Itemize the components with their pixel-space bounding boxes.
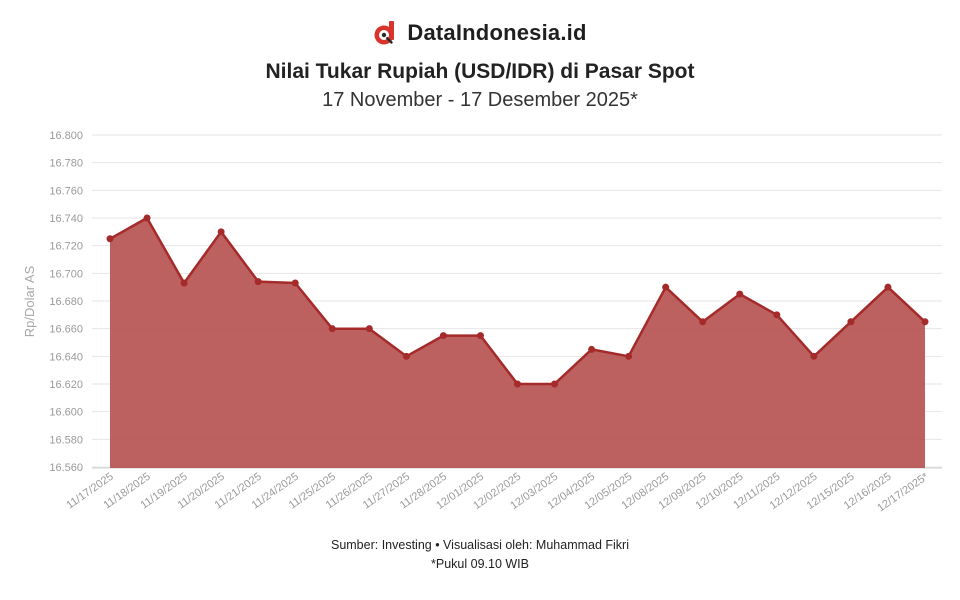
data-point [365,325,373,333]
data-point [921,318,929,326]
y-tick-label: 16.620 [49,379,83,391]
data-point [106,235,114,243]
y-tick-label: 16.720 [49,241,83,253]
data-point [810,352,818,360]
data-point [662,283,670,291]
data-point [884,283,892,291]
data-point [514,380,521,388]
y-tick-label: 16.580 [49,434,83,446]
x-axis-ticks: 11/17/202511/18/202511/19/202511/20/2025… [64,470,931,514]
brand-header: DataIndonesia.id [0,20,960,46]
footer-source: Sumber: Investing • Visualisasi oleh: Mu… [330,538,630,552]
data-point [180,279,188,287]
y-tick-label: 16.780 [49,158,83,170]
data-point [476,332,484,340]
y-tick-label: 16.660 [49,324,83,336]
data-point [699,318,707,326]
y-tick-label: 16.560 [49,462,83,474]
footer-note: *Pukul 09.10 WIB [431,557,529,571]
data-point [328,325,336,333]
chart-subtitle: 17 November - 17 Desember 2025* [322,89,638,111]
y-tick-label: 16.680 [49,296,83,308]
data-point [625,352,633,360]
area-fill [110,218,925,468]
data-point [551,380,559,388]
y-tick-label: 16.800 [49,130,83,142]
y-tick-label: 16.640 [49,351,83,363]
data-point [773,311,781,319]
y-tick-label: 16.740 [49,213,83,225]
data-point [847,318,855,326]
data-point [217,228,225,236]
y-axis-ticks: 16.560 16.580 16.600 16.620 16.640 16.660 16.6… [49,130,83,474]
y-tick-label: 16.700 [49,268,83,280]
data-point [402,352,410,360]
brand-name: DataIndonesia.id [407,20,587,45]
y-axis-title: Rp/Dolar AS [22,265,37,337]
y-tick-label: 16.600 [49,407,83,419]
data-points [106,214,929,388]
data-point [588,345,596,353]
data-point [291,279,299,287]
dataindonesia-logo-icon [374,21,395,45]
data-point [439,332,447,340]
data-point [254,278,262,286]
chart-title: Nilai Tukar Rupiah (USD/IDR) di Pasar Sp… [265,60,695,83]
y-tick-label: 16.760 [49,185,83,197]
data-point [736,290,744,298]
data-point [143,214,151,222]
